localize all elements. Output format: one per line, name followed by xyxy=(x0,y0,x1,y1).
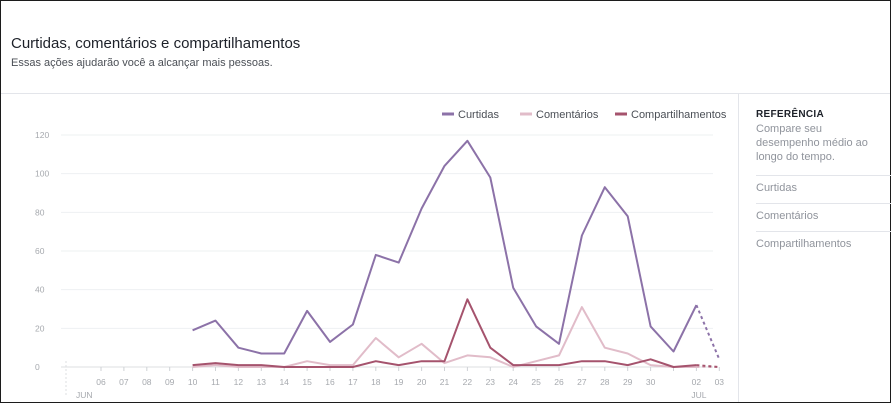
month-label: JUN xyxy=(76,390,93,400)
reference-title: REFERÊNCIA xyxy=(756,109,825,120)
reference-item-curtidas[interactable]: Curtidas xyxy=(756,175,891,197)
chart-area: 0 20 40 60 80 100 120 06 07 08 09 10 11 12 13 14 15 16 17… xyxy=(1,94,737,402)
y-tick-label: 60 xyxy=(35,246,45,256)
reference-panel: REFERÊNCIA Compare seu desempenho médio … xyxy=(738,94,891,402)
card-header: Curtidas, comentários e compartilhamento… xyxy=(1,1,890,94)
x-tick-label: 12 xyxy=(234,377,244,387)
series-line-1 xyxy=(192,306,697,368)
series-line-2 xyxy=(192,298,697,368)
legend-label[interactable]: Comentários xyxy=(536,109,599,121)
legend-label[interactable]: Curtidas xyxy=(458,109,499,121)
x-tick-label: 07 xyxy=(119,377,129,387)
y-tick-label: 40 xyxy=(35,285,45,295)
x-tick-label: 26 xyxy=(554,377,564,387)
series-line-projected-0 xyxy=(695,304,721,360)
y-tick-label: 80 xyxy=(35,207,45,217)
y-tick-label: 20 xyxy=(35,323,45,333)
x-tick-label: 25 xyxy=(531,377,541,387)
reference-item-compartilhamentos[interactable]: Compartilhamentos xyxy=(756,231,891,253)
x-tick-label: 11 xyxy=(211,377,220,387)
series-line-0 xyxy=(192,139,698,355)
x-tick-label: 18 xyxy=(371,377,381,387)
month-label: JUL xyxy=(691,390,706,400)
x-tick-label: 28 xyxy=(600,377,610,387)
y-tick-label: 0 xyxy=(35,362,40,372)
legend-label[interactable]: Compartilhamentos xyxy=(631,109,727,121)
x-tick-label: 27 xyxy=(577,377,587,387)
y-tick-label: 120 xyxy=(35,130,49,140)
x-tick-label: 02 xyxy=(692,377,702,387)
x-tick-label: 21 xyxy=(440,377,450,387)
x-tick-label: 20 xyxy=(417,377,427,387)
x-tick-label: 23 xyxy=(486,377,496,387)
card-title: Curtidas, comentários e compartilhamento… xyxy=(11,35,301,52)
x-tick-label: 29 xyxy=(623,377,633,387)
y-tick-label: 100 xyxy=(35,169,49,179)
series-line-projected-2 xyxy=(696,364,720,368)
x-tick-label: 22 xyxy=(463,377,473,387)
x-tick-label: 10 xyxy=(188,377,198,387)
card-subtitle: Essas ações ajudarão você a alcançar mai… xyxy=(11,57,273,69)
x-tick-label: 14 xyxy=(279,377,289,387)
x-tick-label: 19 xyxy=(394,377,404,387)
x-tick-label: 13 xyxy=(257,377,267,387)
x-tick-label: 17 xyxy=(348,377,358,387)
reference-item-comentarios[interactable]: Comentários xyxy=(756,203,891,225)
x-tick-label: 03 xyxy=(715,377,725,387)
x-tick-label: 16 xyxy=(325,377,335,387)
x-tick-label: 08 xyxy=(142,377,152,387)
x-tick-label: 24 xyxy=(508,377,518,387)
x-tick-label: 30 xyxy=(646,377,656,387)
reference-description: Compare seu desempenho médio ao longo do… xyxy=(756,123,868,163)
x-tick-label: 06 xyxy=(96,377,106,387)
x-tick-label: 09 xyxy=(165,377,175,387)
x-tick-label: 15 xyxy=(302,377,312,387)
